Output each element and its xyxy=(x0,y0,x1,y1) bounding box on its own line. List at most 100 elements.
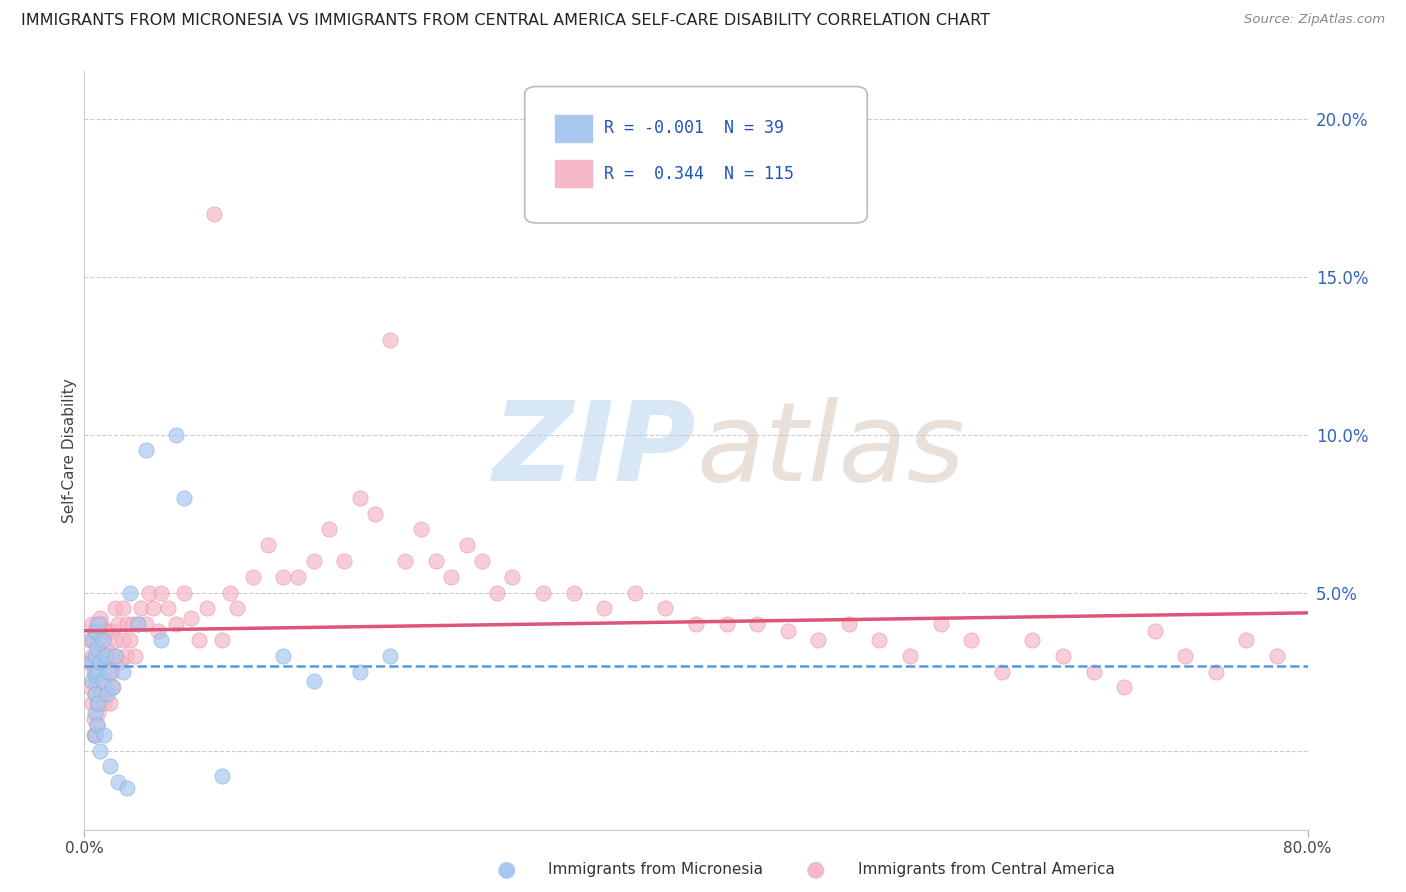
Point xyxy=(165,427,187,442)
Point xyxy=(96,642,118,657)
Point xyxy=(79,681,101,695)
Point xyxy=(129,601,152,615)
Point xyxy=(101,624,124,638)
Point xyxy=(86,696,108,710)
Point xyxy=(80,648,103,663)
Point xyxy=(226,601,249,615)
Point xyxy=(83,728,105,742)
Point xyxy=(84,655,107,669)
Point xyxy=(562,585,585,599)
Point xyxy=(101,681,124,695)
Point xyxy=(929,617,952,632)
Point xyxy=(211,633,233,648)
Point xyxy=(96,681,118,695)
Point xyxy=(107,617,129,632)
Point xyxy=(111,633,134,648)
Point xyxy=(94,624,117,638)
Point xyxy=(107,775,129,789)
Text: R =  0.344  N = 115: R = 0.344 N = 115 xyxy=(605,165,794,183)
Point xyxy=(188,633,211,648)
Text: Source: ZipAtlas.com: Source: ZipAtlas.com xyxy=(1244,13,1385,27)
Point xyxy=(349,665,371,679)
Point xyxy=(1236,633,1258,648)
Point xyxy=(86,617,108,632)
Point xyxy=(115,617,138,632)
Point xyxy=(93,728,115,742)
Point xyxy=(257,538,280,552)
Point xyxy=(127,617,149,632)
Point xyxy=(97,624,120,638)
Point xyxy=(97,655,120,669)
Point xyxy=(115,781,138,796)
Point xyxy=(104,648,127,663)
Point xyxy=(94,648,117,663)
Point xyxy=(531,585,554,599)
Point xyxy=(135,617,157,632)
Bar xyxy=(555,160,592,187)
Point xyxy=(1083,665,1105,679)
Point xyxy=(83,665,105,679)
Bar xyxy=(555,114,592,142)
Point xyxy=(101,665,124,679)
Point xyxy=(98,759,121,773)
Text: Immigrants from Micronesia: Immigrants from Micronesia xyxy=(548,863,763,877)
Point xyxy=(685,617,707,632)
Point xyxy=(146,624,169,638)
Point xyxy=(120,633,142,648)
Point xyxy=(89,655,111,669)
Point xyxy=(173,491,195,505)
Point xyxy=(149,633,172,648)
Point xyxy=(114,648,136,663)
Point xyxy=(271,648,294,663)
Text: ●: ● xyxy=(496,860,516,880)
Point xyxy=(124,648,146,663)
Point xyxy=(287,570,309,584)
Point xyxy=(87,665,110,679)
Point xyxy=(486,585,509,599)
Point xyxy=(89,681,111,695)
Text: ZIP: ZIP xyxy=(492,397,696,504)
Point xyxy=(1265,648,1288,663)
Point xyxy=(502,570,524,584)
Point xyxy=(84,706,107,720)
Point xyxy=(991,665,1014,679)
FancyBboxPatch shape xyxy=(524,87,868,223)
Point xyxy=(302,554,325,568)
Point xyxy=(180,611,202,625)
Point xyxy=(1021,633,1043,648)
Point xyxy=(302,674,325,689)
Point xyxy=(90,617,112,632)
Point xyxy=(79,633,101,648)
Point xyxy=(142,601,165,615)
Point xyxy=(195,601,218,615)
Point xyxy=(87,696,110,710)
Point xyxy=(271,570,294,584)
Point xyxy=(157,601,180,615)
Point xyxy=(84,674,107,689)
Point xyxy=(108,655,131,669)
Point xyxy=(127,617,149,632)
Point xyxy=(86,648,108,663)
Point xyxy=(90,648,112,663)
Point xyxy=(98,648,121,663)
Point xyxy=(173,585,195,599)
Point xyxy=(86,718,108,732)
Point xyxy=(91,674,114,689)
Text: ●: ● xyxy=(806,860,825,880)
Point xyxy=(96,687,118,701)
Text: R = -0.001  N = 39: R = -0.001 N = 39 xyxy=(605,120,785,137)
Point xyxy=(93,696,115,710)
Point xyxy=(84,667,107,681)
Text: Immigrants from Central America: Immigrants from Central America xyxy=(858,863,1115,877)
Point xyxy=(80,674,103,689)
Point xyxy=(89,743,111,757)
Point xyxy=(84,648,107,663)
Point xyxy=(202,206,225,220)
Point xyxy=(138,585,160,599)
Point xyxy=(149,585,172,599)
Point xyxy=(1174,648,1197,663)
Point xyxy=(91,633,114,648)
Point xyxy=(87,706,110,720)
Point xyxy=(218,585,240,599)
Point xyxy=(135,443,157,458)
